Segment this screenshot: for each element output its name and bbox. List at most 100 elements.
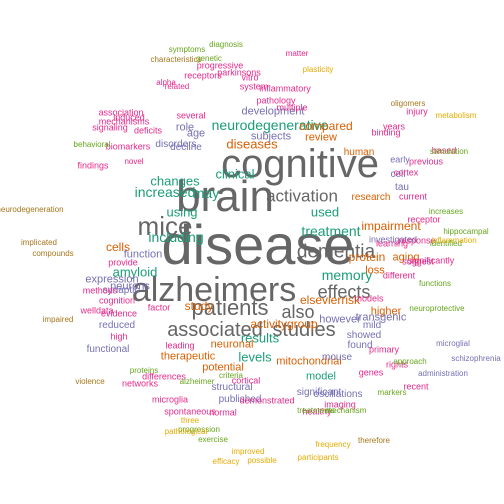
word-human: human [343,147,375,158]
word-neuroprotective: neuroprotective [409,304,465,313]
word-review: review [305,131,337,144]
word-several: several [176,110,206,121]
word-however: however [319,313,361,326]
word-disorders: disorders [155,139,197,150]
word-showed: showed [346,330,382,341]
word-criteria: criteria [218,371,244,380]
word-factor: factor [147,302,171,313]
word-demonstrated: demonstrated [239,395,295,406]
word-schizophrenia: schizophrenia [451,354,501,363]
word-deficits: deficits [133,125,163,136]
word-high: high [110,331,128,342]
word-compounds: compounds [32,249,74,258]
word-years: years [382,121,406,132]
word-inflammatory: inflammatory [259,83,311,94]
word-symptoms: symptoms [168,45,206,54]
word-development: development [241,105,305,118]
word-models: models [354,293,384,304]
word-cell: cell [390,169,406,180]
word-biomarkers: biomarkers [105,141,151,152]
word-investigated: investigated [368,234,418,245]
word-dementia: dementia [296,241,376,263]
word-welldata: welldata [80,305,114,316]
word-mouse: mouse [321,352,353,363]
word-associated: associated [167,319,263,341]
word-approach: approach [393,357,427,366]
word-methods: methods [82,285,118,296]
word-multiple: multiple [276,102,308,113]
word-early: early [390,154,410,165]
word-current: current [398,191,428,202]
word-previous: previous [408,156,444,167]
word-mechanism: mechanism [325,406,367,415]
word-evidence: evidence [100,308,138,319]
word-violence: violence [75,377,105,386]
word-system: system [239,81,269,92]
word-significant: significant [296,387,342,398]
word-disease: disease [161,213,355,276]
word-effects: effects [317,282,371,302]
word-found: found [347,340,373,351]
word-neurons: neurons [110,280,150,293]
word-study: study [184,299,214,313]
word-functions: functions [418,279,452,288]
word-exercise: exercise [198,435,228,444]
word-pathology: pathology [256,95,296,106]
word-using: using [166,204,198,220]
word-rights: rights [385,359,409,370]
word-expression: expression [85,273,139,286]
word-oligomers: oligomers [390,99,426,108]
word-progressive: progressive [196,60,244,71]
word-synaptic: synaptic [102,285,140,296]
word-research: research [351,192,391,203]
word-parkinsons: parkinsons [217,67,261,78]
word-alpha: alpha [156,78,176,87]
word-function: function [123,248,163,261]
word-higher: higher [370,305,402,318]
word-signaling: signaling [92,122,128,133]
word-diseases: diseases [226,136,278,152]
word-association: association [98,107,144,118]
word-increased: increased [134,184,196,200]
word-administration: administration [418,369,468,378]
word-age: age [186,127,206,140]
word-studies: studies [272,319,336,341]
word-neurodegenerative: neurodegenerative [211,117,329,133]
word-imaging: imaging [324,399,356,410]
word-receptor: receptor [407,214,441,225]
word-published: published [218,394,262,405]
word-elsevierrisk: elsevierrisk [299,293,361,307]
word-patients: patients [191,295,269,320]
word-used: used [310,204,340,220]
word-loss: loss [365,264,385,277]
word-healthy: healthy [302,406,332,417]
word-inflammation: inflammation [431,236,477,245]
word-aging: aging [392,251,420,264]
word-related: related [164,82,190,91]
word-impairment: impairment [361,219,421,233]
word-also: also [281,302,315,322]
word-results: results [240,330,280,346]
word-suggest: suggest [402,256,434,267]
word-implicated: implicated [20,238,58,247]
word-alzheimers: alzheimers [131,271,297,309]
word-genetic: genetic [196,54,222,63]
word-possible: possible [247,456,277,465]
word-levels: levels [238,349,272,365]
word-transgenic: transgenic [355,311,407,324]
word-stimulation: stimulation [429,147,469,156]
word-compared: compared [299,119,353,133]
word-role: role [175,121,195,134]
word-alzheimer: alzheimer [179,377,215,386]
word-amyloid: amyloid [112,264,158,280]
word-plasticity: plasticity [302,65,334,74]
word-networks: networks [121,378,159,389]
word-mice: mice [137,211,193,241]
word-mild: mild [362,320,382,331]
word-vitro: vitro [241,72,259,83]
word-mechanisms: mechanisms [98,116,150,127]
word-markers: markers [377,388,407,397]
word-metabolism: metabolism [435,111,477,120]
word-memory: memory [321,267,373,283]
